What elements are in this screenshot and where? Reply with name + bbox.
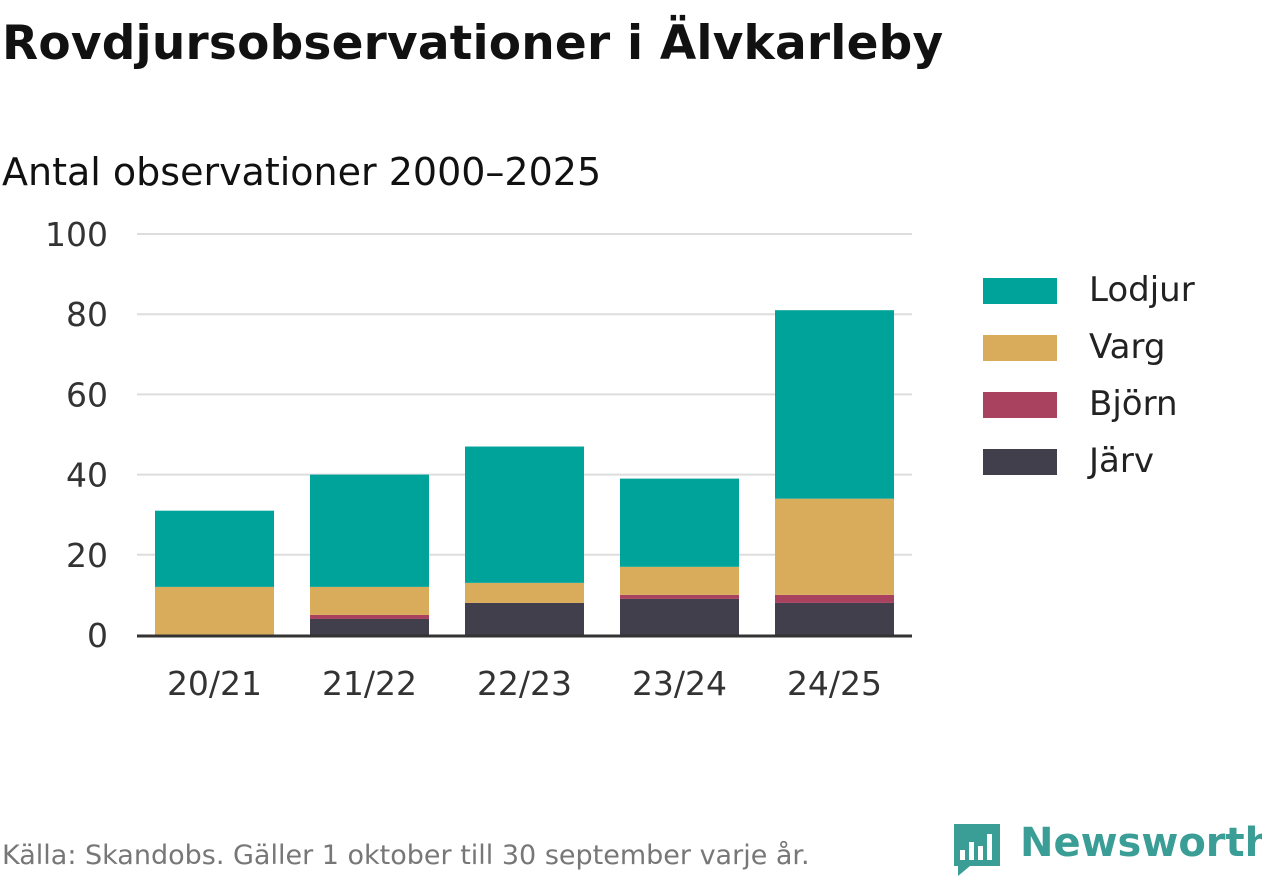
y-tick-label: 60 — [66, 375, 108, 414]
bar-segment-varg — [620, 566, 739, 595]
bar-segment-varg — [465, 582, 584, 603]
bar-segment-lodjur — [310, 474, 429, 587]
bar-segment-järv — [620, 598, 739, 635]
bar-segment-lodjur — [155, 510, 274, 587]
x-tick-label: 20/21 — [167, 664, 262, 703]
bar-segment-lodjur — [620, 478, 739, 567]
bars — [155, 310, 894, 635]
source-note: Källa: Skandobs. Gäller 1 oktober till 3… — [2, 840, 810, 871]
x-axis-ticks: 20/21 21/22 22/23 23/24 24/25 — [167, 664, 882, 703]
bar-segment-varg — [310, 586, 429, 615]
legend-label: Järv — [1089, 441, 1154, 481]
legend-swatch — [983, 278, 1057, 304]
bar-segment-lodjur — [775, 310, 894, 499]
x-tick-label: 24/25 — [787, 664, 882, 703]
bar-segment-björn — [620, 594, 739, 599]
bar-segment-järv — [775, 602, 894, 635]
bar-segment-björn — [775, 594, 894, 603]
bar-chart-speech-bubble-icon — [954, 824, 1000, 876]
legend-swatch — [983, 449, 1057, 475]
legend-label: Varg — [1089, 327, 1166, 367]
bar-segment-lodjur — [465, 446, 584, 583]
y-tick-label: 80 — [66, 295, 108, 334]
bar-segment-varg — [775, 498, 894, 595]
legend-swatch — [983, 335, 1057, 361]
bar-segment-varg — [155, 586, 274, 635]
legend-label: Lodjur — [1089, 270, 1195, 310]
bar-segment-björn — [310, 614, 429, 619]
chart-title: Rovdjursobservationer i Älvkarleby — [2, 16, 944, 71]
bar-segment-järv — [465, 602, 584, 635]
legend-label: Björn — [1089, 384, 1178, 424]
y-tick-label: 100 — [45, 215, 108, 254]
x-tick-label: 21/22 — [322, 664, 417, 703]
stacked-bar-chart: 0 20 40 60 80 100 20/21 21/22 22/23 23/24 24/25 — [45, 215, 912, 703]
x-tick-label: 23/24 — [632, 664, 727, 703]
y-tick-label: 40 — [66, 456, 108, 495]
y-axis-ticks: 0 20 40 60 80 100 — [45, 215, 108, 655]
y-tick-label: 20 — [66, 536, 108, 575]
bar-segment-järv — [310, 618, 429, 635]
y-tick-label: 0 — [87, 616, 108, 655]
x-tick-label: 22/23 — [477, 664, 572, 703]
brand-name: Newsworthy — [1020, 820, 1262, 866]
chart-subtitle: Antal observationer 2000–2025 — [2, 150, 602, 194]
legend-swatch — [983, 392, 1057, 418]
